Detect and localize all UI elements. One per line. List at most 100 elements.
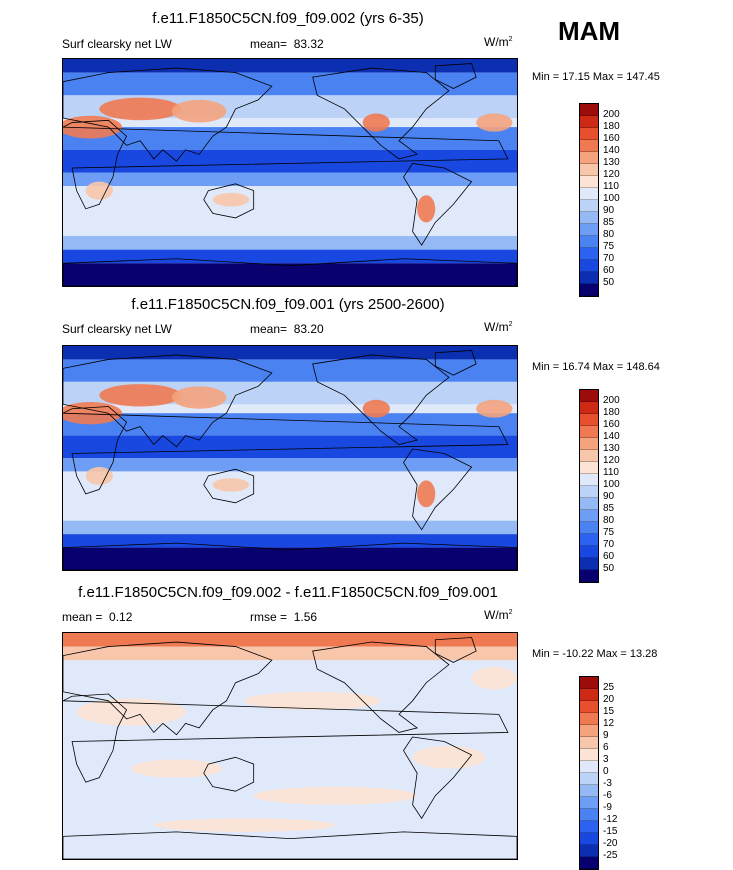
panel-middle-map [62,345,518,571]
colorbar-level-label: 60 [603,265,615,276]
colorbar-swatch [580,845,598,857]
positive-anomaly-patch [244,691,381,710]
colorbar-swatch [580,534,598,546]
africa-outline [63,119,509,210]
panel-top-min-value: 17.15 [562,71,590,83]
panel-bottom-rmse: rmse = 1.56 [250,610,317,624]
colorbar-swatch [580,570,598,582]
colorbar-swatch [580,284,598,296]
colorbar-swatch [580,462,598,474]
colorbar-level-label: 140 [603,145,620,156]
colorbar-swatch [580,438,598,450]
colorbar-level-label: -9 [603,802,612,813]
panel-top-variable-label: Surf clearsky net LW [62,37,172,51]
colorbar-swatch [580,176,598,188]
warm-region [212,478,250,492]
colorbar-swatch [580,713,598,725]
panel-middle-mean-label: mean= [250,322,288,336]
colorbar-swatch [580,797,598,809]
colorbar-level-label: 110 [603,467,619,478]
colorbar-level-label: -12 [603,814,618,825]
colorbar-level-label: 25 [603,682,615,693]
panel-bottom-units-exp: 2 [508,609,513,616]
africa-outline [63,693,509,783]
panel-bottom-mean-label: mean = [62,610,103,624]
eurasia-outline [63,641,273,736]
panel-bottom-title: f.e11.F1850C5CN.f09_f09.002 - f.e11.F185… [78,584,498,601]
colorbar-level-label: 12 [603,718,615,729]
colorbar-swatch [580,677,598,689]
panel-middle-min-label: Min = [532,361,560,373]
latitude-band [63,534,517,548]
panel-top-mean-label: mean= [250,37,288,51]
warm-region [85,466,113,485]
south-america-outline [403,736,473,820]
australia-outline [203,468,255,504]
colorbar-level-label: 70 [603,539,615,550]
panel-top-units: W/m2 [484,35,513,49]
arctic-band [63,633,517,647]
positive-anomaly-patch [76,698,186,726]
colorbar-swatch [580,116,598,128]
panel-top-colorbar: 50 60 70 75 80 85 90 100 110 120 130 140 160 180 200 [579,103,620,297]
positive-anomaly-patch [412,746,486,769]
colorbar-swatches [579,389,599,583]
colorbar-swatch [580,833,598,845]
panel-bottom-colorbar: -25 -20 -15 -12 -9 -6 -3 0 3 6 9 12 15 20 25 [579,676,617,870]
warm-region [362,113,390,132]
panel-top-units-exp: 2 [508,36,513,43]
latitude-band [63,127,517,150]
colorbar-swatch [580,414,598,426]
panel-middle-colorbar: 50 60 70 75 80 85 90 100 110 120 130 140 160 180 200 [579,389,620,583]
panel-middle-min-value: 16.74 [562,361,590,373]
panel-middle-minmax: Min = 16.74 Max = 148.64 [532,361,660,373]
colorbar-swatch [580,104,598,116]
colorbar-swatch [580,725,598,737]
colorbar-swatch [580,546,598,558]
colorbar-level-label: 100 [603,479,620,490]
colorbar-level-label: 60 [603,551,615,562]
latitude-band [63,186,517,237]
colorbar-level-label: 9 [603,730,609,741]
greenland-outline [434,63,477,89]
eurasia-outline [63,67,273,162]
colorbar-swatch [580,128,598,140]
colorbar-swatch [580,212,598,224]
colorbar-level-label: 80 [603,515,615,526]
colorbar-level-label: -15 [603,826,618,837]
positive-anomaly-patch [253,786,418,805]
colorbar-swatch [580,558,598,570]
colorbar-level-label: 0 [603,766,609,777]
antarctica-outline [63,542,517,570]
panel-top-title: f.e11.F1850C5CN.f09_f09.002 (yrs 6-35) [152,10,424,27]
warm-region [171,386,227,409]
australia-outline [203,183,255,219]
panel-middle-max-value: 148.64 [626,361,660,373]
colorbar-level-label: 140 [603,431,620,442]
positive-anomaly-patch [471,666,517,690]
colorbar-level-label: 160 [603,133,620,144]
warm-region [63,402,123,425]
warm-region [99,97,182,121]
season-label: MAM [558,16,621,46]
latitude-band [63,59,517,73]
panel-top-minmax: Min = 17.15 Max = 147.45 [532,71,660,83]
panel-bottom-min-value: -10.22 [562,648,594,660]
colorbar-level-label: 50 [603,277,615,288]
colorbar-swatch [580,272,598,284]
colorbar-swatch [580,450,598,462]
panel-bottom-min-label: Min = [532,648,560,660]
colorbar-level-label: 120 [603,169,620,180]
positive-anomaly-patch [131,759,222,778]
colorbar-swatch [580,749,598,761]
colorbar-swatch [580,188,598,200]
greenland-outline [434,350,477,376]
colorbar-swatch [580,260,598,272]
colorbar-swatch [580,486,598,498]
colorbar-level-label: 85 [603,217,615,228]
africa-outline [63,406,509,495]
colorbar-level-label: 160 [603,419,620,430]
panel-bottom-mean: mean = 0.12 [62,610,132,624]
colorbar-level-label: 80 [603,229,615,240]
colorbar-swatch [580,737,598,749]
